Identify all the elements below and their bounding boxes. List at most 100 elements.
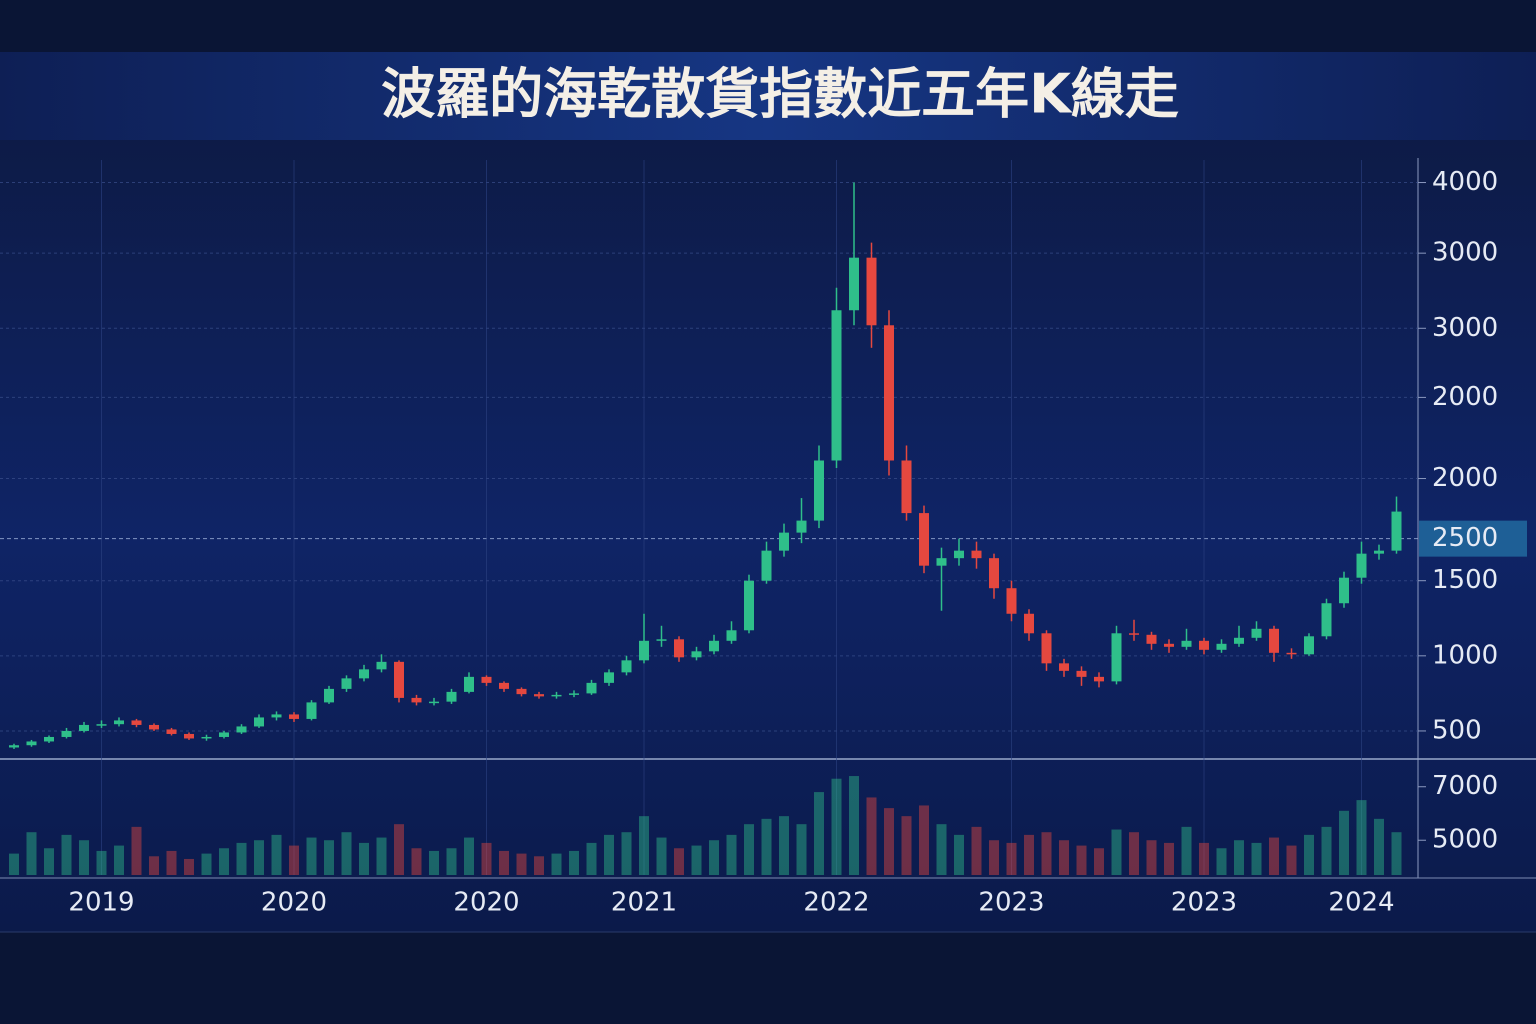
candle-body <box>691 651 702 658</box>
candle-body <box>1059 663 1069 671</box>
current-price-tag <box>1419 520 1527 557</box>
y-tick-label: 3000 <box>1432 238 1498 268</box>
candle-body <box>1286 652 1297 655</box>
volume-bar <box>1024 834 1034 875</box>
y-tick-label: 1500 <box>1432 565 1498 595</box>
candle-body <box>1251 628 1262 638</box>
volume-bar <box>884 808 894 875</box>
volume-bar <box>26 832 37 875</box>
candle-body <box>184 733 194 739</box>
candle-body <box>971 550 982 559</box>
volume-bar <box>394 824 404 875</box>
volume-bar <box>954 834 964 875</box>
volume-bar <box>569 850 579 875</box>
candle-body <box>866 257 877 326</box>
volume-bar <box>796 824 807 875</box>
y-tick-label: 4000 <box>1432 167 1498 197</box>
candle-body <box>236 726 247 733</box>
candle-body <box>884 325 894 461</box>
volume-bar <box>306 837 317 875</box>
volume-bar <box>184 858 194 875</box>
volume-bar <box>1251 842 1262 875</box>
volume-bar <box>254 840 264 875</box>
volume-bar <box>691 845 702 875</box>
candle-body <box>1094 676 1104 682</box>
candle-body <box>1024 613 1034 634</box>
candle-body <box>1356 553 1367 578</box>
candle-body <box>464 676 474 692</box>
volume-bar <box>674 848 684 875</box>
x-tick-label: 2019 <box>68 888 134 918</box>
candle-body <box>621 660 632 673</box>
candle-body <box>1006 588 1017 614</box>
candle-body <box>919 513 929 566</box>
candle-body <box>1234 637 1244 644</box>
volume-bar <box>779 816 789 875</box>
candle-body <box>1041 633 1052 664</box>
candle-body <box>44 736 54 742</box>
volume-bar <box>1374 818 1384 875</box>
volume-bar <box>709 840 719 875</box>
candle-body <box>796 520 807 533</box>
volume-bar <box>96 850 107 875</box>
volume-bar <box>534 856 544 875</box>
plot-background <box>0 140 1536 932</box>
x-tick-label: 2022 <box>803 888 869 918</box>
candle-body <box>219 732 229 737</box>
candle-body <box>779 532 789 551</box>
chart-title: 波羅的海乾散貨指數近五年K線走 <box>381 63 1179 126</box>
volume-bar <box>114 845 124 875</box>
current-price-label: 2500 <box>1432 523 1498 553</box>
volume-bar <box>971 826 982 875</box>
candle-body <box>376 661 387 670</box>
volume-bar <box>324 840 334 875</box>
x-tick-label: 2024 <box>1328 888 1394 918</box>
volume-bar <box>499 850 509 875</box>
volume-bar <box>1286 845 1297 875</box>
volume-bar <box>726 834 737 875</box>
y-tick-label: 2000 <box>1432 382 1498 412</box>
candle-body <box>1111 633 1122 682</box>
candle-body <box>149 724 159 730</box>
candle-body <box>1146 634 1157 644</box>
candle-body <box>26 741 37 746</box>
volume-bar <box>1339 810 1349 875</box>
volume-bar <box>1146 840 1157 875</box>
candle-body <box>656 639 667 641</box>
volume-bar <box>516 853 527 875</box>
y-tick-label: 1000 <box>1432 640 1498 670</box>
volume-tick-label: 7000 <box>1432 771 1498 801</box>
candle-body <box>569 693 579 695</box>
volume-bar <box>744 824 754 875</box>
candle-body <box>254 717 264 727</box>
candle-body <box>1199 640 1209 650</box>
volume-bar <box>901 816 912 875</box>
volume-bar <box>849 776 859 875</box>
volume-bar <box>149 856 159 875</box>
volume-bar <box>1234 840 1244 875</box>
volume-bar <box>551 853 562 875</box>
volume-bar <box>1041 832 1052 875</box>
volume-bar <box>446 848 457 875</box>
candle-body <box>989 558 999 589</box>
volume-bar <box>429 850 439 875</box>
volume-bar <box>1321 826 1332 875</box>
candle-body <box>1321 603 1332 637</box>
volume-bar <box>1304 834 1314 875</box>
volume-bar <box>1111 829 1122 875</box>
candle-body <box>761 550 772 581</box>
candle-body <box>1374 550 1384 554</box>
candle-body <box>1269 628 1279 653</box>
volume-bar <box>656 837 667 875</box>
x-tick-label: 2023 <box>1171 888 1237 918</box>
volume-bar <box>621 832 632 875</box>
candle-body <box>61 730 72 737</box>
volume-bar <box>1164 842 1174 875</box>
volume-bar <box>289 845 299 875</box>
volume-bar <box>44 848 54 875</box>
candle-body <box>516 688 527 695</box>
volume-bar <box>586 842 597 875</box>
volume-bar <box>219 848 229 875</box>
volume-bar <box>201 853 212 875</box>
